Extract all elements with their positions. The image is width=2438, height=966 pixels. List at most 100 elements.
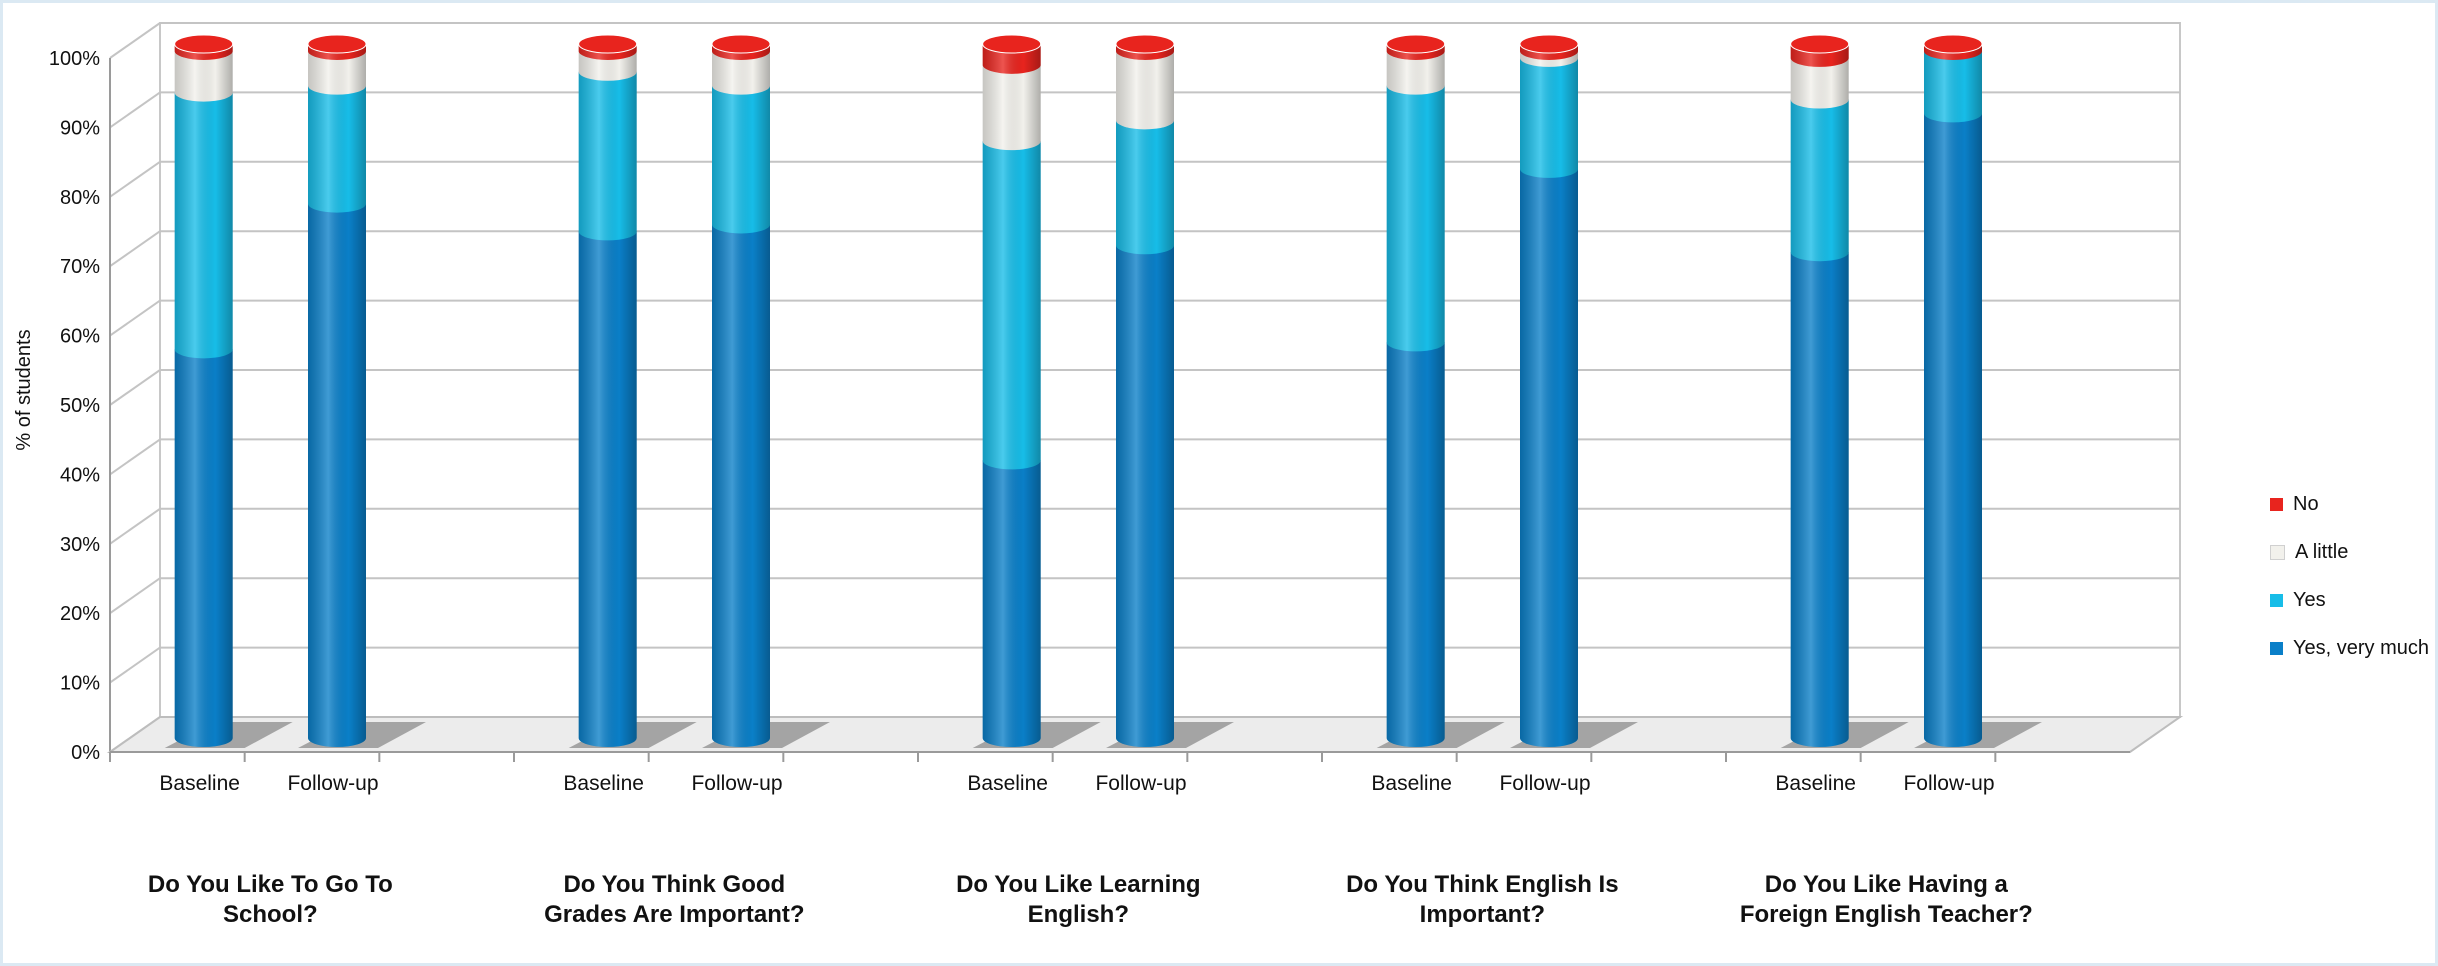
bar-segment xyxy=(1386,34,1446,60)
bar-segment xyxy=(712,85,770,234)
bar-shading xyxy=(1386,85,1445,352)
x-tick-label: Follow-up xyxy=(691,772,782,795)
bar-segment xyxy=(982,141,1041,470)
x-tick-label: Follow-up xyxy=(1903,772,1994,795)
legend-swatch xyxy=(2270,497,2283,511)
x-tick-label: Follow-up xyxy=(1499,772,1590,795)
x-tick-label: Follow-up xyxy=(287,772,378,795)
bar-shading xyxy=(1116,245,1174,747)
bar-top xyxy=(1115,34,1175,54)
bar-shading xyxy=(1520,57,1578,178)
bar-segment xyxy=(308,50,366,95)
bar-segment xyxy=(174,50,233,102)
bar-top xyxy=(174,34,234,54)
bar-segment xyxy=(174,92,233,359)
y-tick-label: 0% xyxy=(71,742,100,764)
x-tick-label: Baseline xyxy=(1775,772,1856,795)
legend-item: Yes xyxy=(2270,576,2429,624)
legend-label: Yes, very much xyxy=(2293,636,2429,659)
bar-top xyxy=(1386,34,1446,54)
question-title: Do You Think English Is Important? xyxy=(1346,871,1619,928)
bar-shading xyxy=(578,71,637,241)
bar-segment xyxy=(1923,34,1983,60)
legend-swatch xyxy=(2270,593,2283,607)
y-axis: 0% 10% 20% 30% 40% 50% 60% 70% 80% 90% 100% xyxy=(49,48,111,764)
bar-shading xyxy=(308,85,366,213)
bar-shading xyxy=(1116,50,1174,130)
bar-shading xyxy=(1790,252,1849,747)
x-tick-label: Baseline xyxy=(563,772,644,795)
gridline-side xyxy=(109,91,161,129)
gridline-side xyxy=(109,438,161,476)
bar-segment xyxy=(1520,168,1578,748)
bar-segment xyxy=(1790,34,1850,67)
bar-segment xyxy=(1790,99,1849,262)
y-tick-label: 100% xyxy=(49,48,100,70)
bar-segment xyxy=(1386,342,1445,747)
x-tick-label: Follow-up xyxy=(1095,772,1186,795)
bar-top xyxy=(982,34,1042,54)
bar-shading xyxy=(982,460,1041,748)
bar-segment xyxy=(308,203,366,747)
x-axis: Baseline Follow-up Baseline Follow-up Baseli… xyxy=(109,751,2130,795)
gridline-side xyxy=(109,577,161,615)
question-title: Do You Think Good Grades Are Important? xyxy=(544,871,805,928)
bar-top xyxy=(1790,34,1850,54)
bar-shading xyxy=(578,231,637,747)
legend-label: A little xyxy=(2295,540,2349,563)
bar-segment xyxy=(578,231,637,747)
bar-segment xyxy=(982,460,1041,748)
legend-label: Yes xyxy=(2293,588,2326,611)
bar-top xyxy=(578,34,638,54)
gridline-side xyxy=(109,299,161,337)
y-tick-label: 20% xyxy=(60,603,100,625)
legend-item: A little xyxy=(2270,528,2429,576)
legend-item: No xyxy=(2270,480,2429,528)
bar-segment xyxy=(1519,34,1579,60)
gridline-side xyxy=(109,160,161,198)
bar-segment xyxy=(1386,50,1445,95)
bar-top xyxy=(307,34,367,54)
gridline-side xyxy=(109,22,161,59)
legend-swatch xyxy=(2270,641,2283,655)
legend: No A little Yes Yes, very much xyxy=(2270,480,2429,672)
bar-shading xyxy=(1116,120,1174,255)
question-title: Do You Like To Go To School? xyxy=(147,871,393,928)
x-tick-label: Baseline xyxy=(967,772,1048,795)
bar-segment xyxy=(1116,120,1174,255)
bar-segment xyxy=(174,349,233,747)
bar-shading xyxy=(174,349,233,747)
bar-shading xyxy=(712,50,770,95)
bar-shading xyxy=(1924,50,1982,123)
gridline-side xyxy=(109,646,161,684)
bar-segment xyxy=(1924,113,1982,747)
bar-segment xyxy=(308,85,366,213)
bar-shading xyxy=(1386,342,1445,747)
x-tick-label: Baseline xyxy=(1371,772,1452,795)
bar-segment xyxy=(174,34,234,60)
y-tick-label: 50% xyxy=(60,395,100,417)
bar-segment xyxy=(1116,245,1174,747)
bar-shading xyxy=(982,141,1041,470)
gridline-side xyxy=(109,230,161,268)
y-axis-title: % of students xyxy=(13,329,35,450)
bar-segment xyxy=(1520,57,1578,178)
bar-segment xyxy=(578,71,637,241)
bars xyxy=(164,34,2042,748)
bar-segment xyxy=(711,34,771,60)
bar-segment xyxy=(712,50,770,95)
gridline-side xyxy=(109,507,161,545)
bar-segment xyxy=(1386,85,1445,352)
x-tick-label: Baseline xyxy=(159,772,240,795)
gridline-side xyxy=(109,369,161,406)
bar-segment xyxy=(1790,252,1849,747)
bar-segment xyxy=(307,34,367,60)
bar-shading xyxy=(712,224,770,747)
bar-shading xyxy=(308,203,366,747)
legend-swatch xyxy=(2270,544,2285,560)
bar-segment xyxy=(1116,50,1174,130)
y-tick-label: 90% xyxy=(60,117,100,139)
bar-shading xyxy=(174,92,233,359)
bar-shading xyxy=(1790,99,1849,262)
